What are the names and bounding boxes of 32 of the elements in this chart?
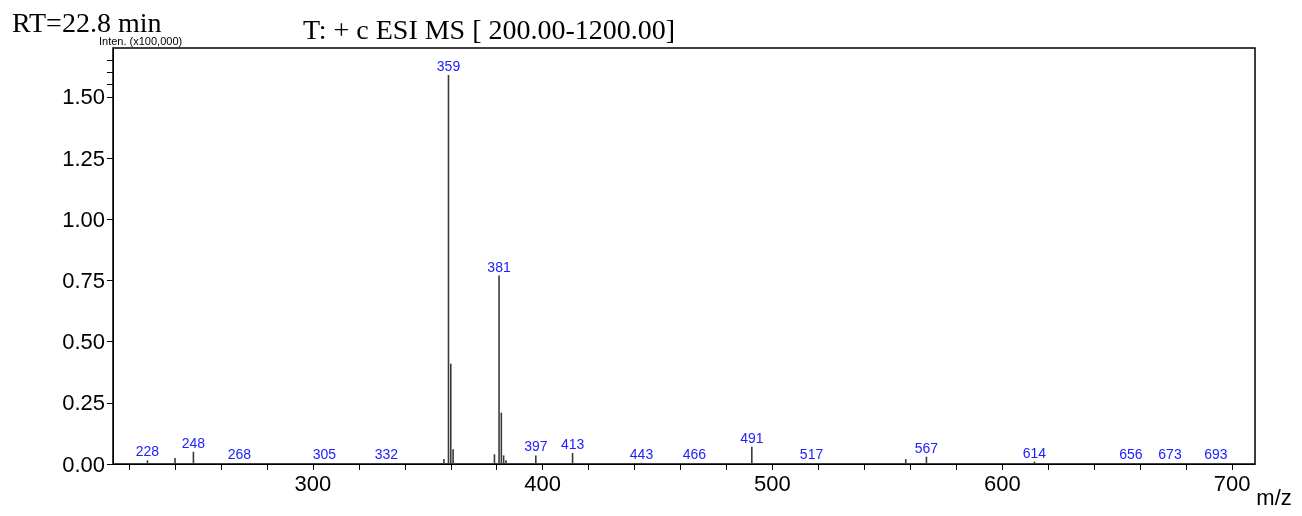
x-axis-title: m/z bbox=[1256, 484, 1292, 510]
annotation: 656 bbox=[1119, 446, 1143, 463]
annotation: 491 bbox=[740, 429, 764, 446]
annotation: 359 bbox=[436, 57, 461, 74]
annotation: 397 bbox=[524, 438, 548, 455]
y-tick-label: 1.50 bbox=[62, 84, 105, 110]
y-tick-label: 1.00 bbox=[62, 206, 105, 232]
annotation: 305 bbox=[312, 446, 337, 463]
annotation: 381 bbox=[487, 258, 511, 275]
annotation: 517 bbox=[799, 446, 824, 463]
annotation: 693 bbox=[1204, 446, 1228, 463]
y-tick-label: 0.50 bbox=[62, 329, 105, 355]
x-tick-label: 500 bbox=[754, 470, 791, 496]
x-tick-label: 400 bbox=[524, 470, 562, 496]
y-tick-label: 0.25 bbox=[62, 390, 105, 416]
annotation: 466 bbox=[682, 446, 707, 463]
y-tick-label: 1.25 bbox=[62, 145, 105, 171]
x-tick-label: 700 bbox=[1213, 470, 1251, 496]
x-tick-label: 600 bbox=[983, 470, 1021, 496]
annotation: 443 bbox=[629, 445, 654, 462]
annotation: 268 bbox=[227, 446, 252, 463]
y-tick-label: 0.00 bbox=[62, 451, 105, 477]
annotation: 332 bbox=[374, 446, 399, 463]
annotation: 248 bbox=[181, 434, 206, 451]
chart-title: T: + c ESI MS [ 200.00-1200.00] bbox=[303, 13, 676, 45]
annotation: 567 bbox=[914, 439, 939, 456]
x-tick-label: 300 bbox=[294, 470, 332, 496]
annotation: 413 bbox=[560, 435, 585, 452]
annotation: 673 bbox=[1158, 446, 1182, 463]
annotation: 614 bbox=[1022, 444, 1047, 461]
annotation: 228 bbox=[135, 443, 160, 460]
y-tick-label: 0.75 bbox=[62, 267, 105, 293]
